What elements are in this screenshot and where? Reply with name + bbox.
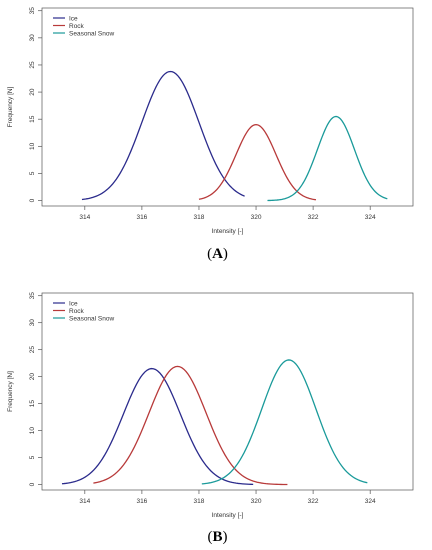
x-tick-label: 322 [308,498,319,505]
x-tick-label: 324 [365,214,376,221]
x-tick-label: 318 [194,498,205,505]
legend-label: Ice [69,300,78,307]
y-tick-label: 5 [29,171,36,175]
y-tick-label: 20 [29,88,36,96]
x-tick-label: 320 [251,214,262,221]
y-tick-label: 35 [29,7,36,15]
panel-label: (A) [207,246,228,262]
y-tick-label: 10 [29,142,36,150]
x-tick-label: 324 [365,498,376,505]
legend-label: Seasonal Snow [69,315,114,322]
legend-label: Rock [69,308,85,315]
y-tick-label: 15 [29,400,36,408]
panel-label-close: ) [223,246,228,262]
series-line-rock [198,123,317,201]
x-axis-label: Intensity [-] [212,512,244,519]
chart-panel-1: 314 316 318 320 322 324 0 5 10 15 20 25 30 35 Intensit… [7,7,414,235]
panel-label-close: ) [223,529,228,545]
series-line-ice [61,367,254,486]
panel-label-letter: B [212,529,222,545]
plot-border [41,292,414,491]
x-tick-label: 316 [136,498,147,505]
y-tick-label: 5 [29,455,36,459]
y-tick-label: 25 [29,346,36,354]
x-tick-label: 318 [194,214,205,221]
legend-label: Seasonal Snow [69,30,114,37]
panel-label-open: ( [207,246,212,262]
y-axis-label: Frequency [N] [7,371,14,412]
series-line-seasonal-snow [201,359,368,485]
plot-border [41,7,414,207]
y-tick-label: 0 [29,482,36,486]
y-tick-label: 0 [29,198,36,202]
y-tick-label: 30 [29,34,36,42]
series-line-rock [93,365,288,486]
panel-label: (B) [207,529,227,545]
panel-label-letter: A [212,246,223,262]
y-tick-label: 30 [29,319,36,327]
x-tick-label: 314 [79,214,90,221]
legend-label: Rock [69,23,85,30]
y-tick-label: 25 [29,61,36,69]
y-tick-label: 15 [29,115,36,123]
x-tick-label: 322 [308,214,319,221]
series-line-seasonal-snow [267,115,388,202]
chart-panel-2: 314 316 318 320 322 324 0 5 10 15 20 25 30 35 Intensit… [7,292,414,519]
y-axis-label: Frequency [N] [7,86,14,127]
x-tick-label: 314 [79,498,90,505]
series-line-ice [81,70,245,201]
y-tick-label: 35 [29,292,36,300]
panel-label-open: ( [207,529,212,545]
x-axis-label: Intensity [-] [212,228,244,235]
y-tick-label: 10 [29,427,36,435]
y-tick-label: 20 [29,373,36,381]
x-tick-label: 320 [251,498,262,505]
x-tick-label: 316 [136,214,147,221]
legend-label: Ice [69,15,78,22]
